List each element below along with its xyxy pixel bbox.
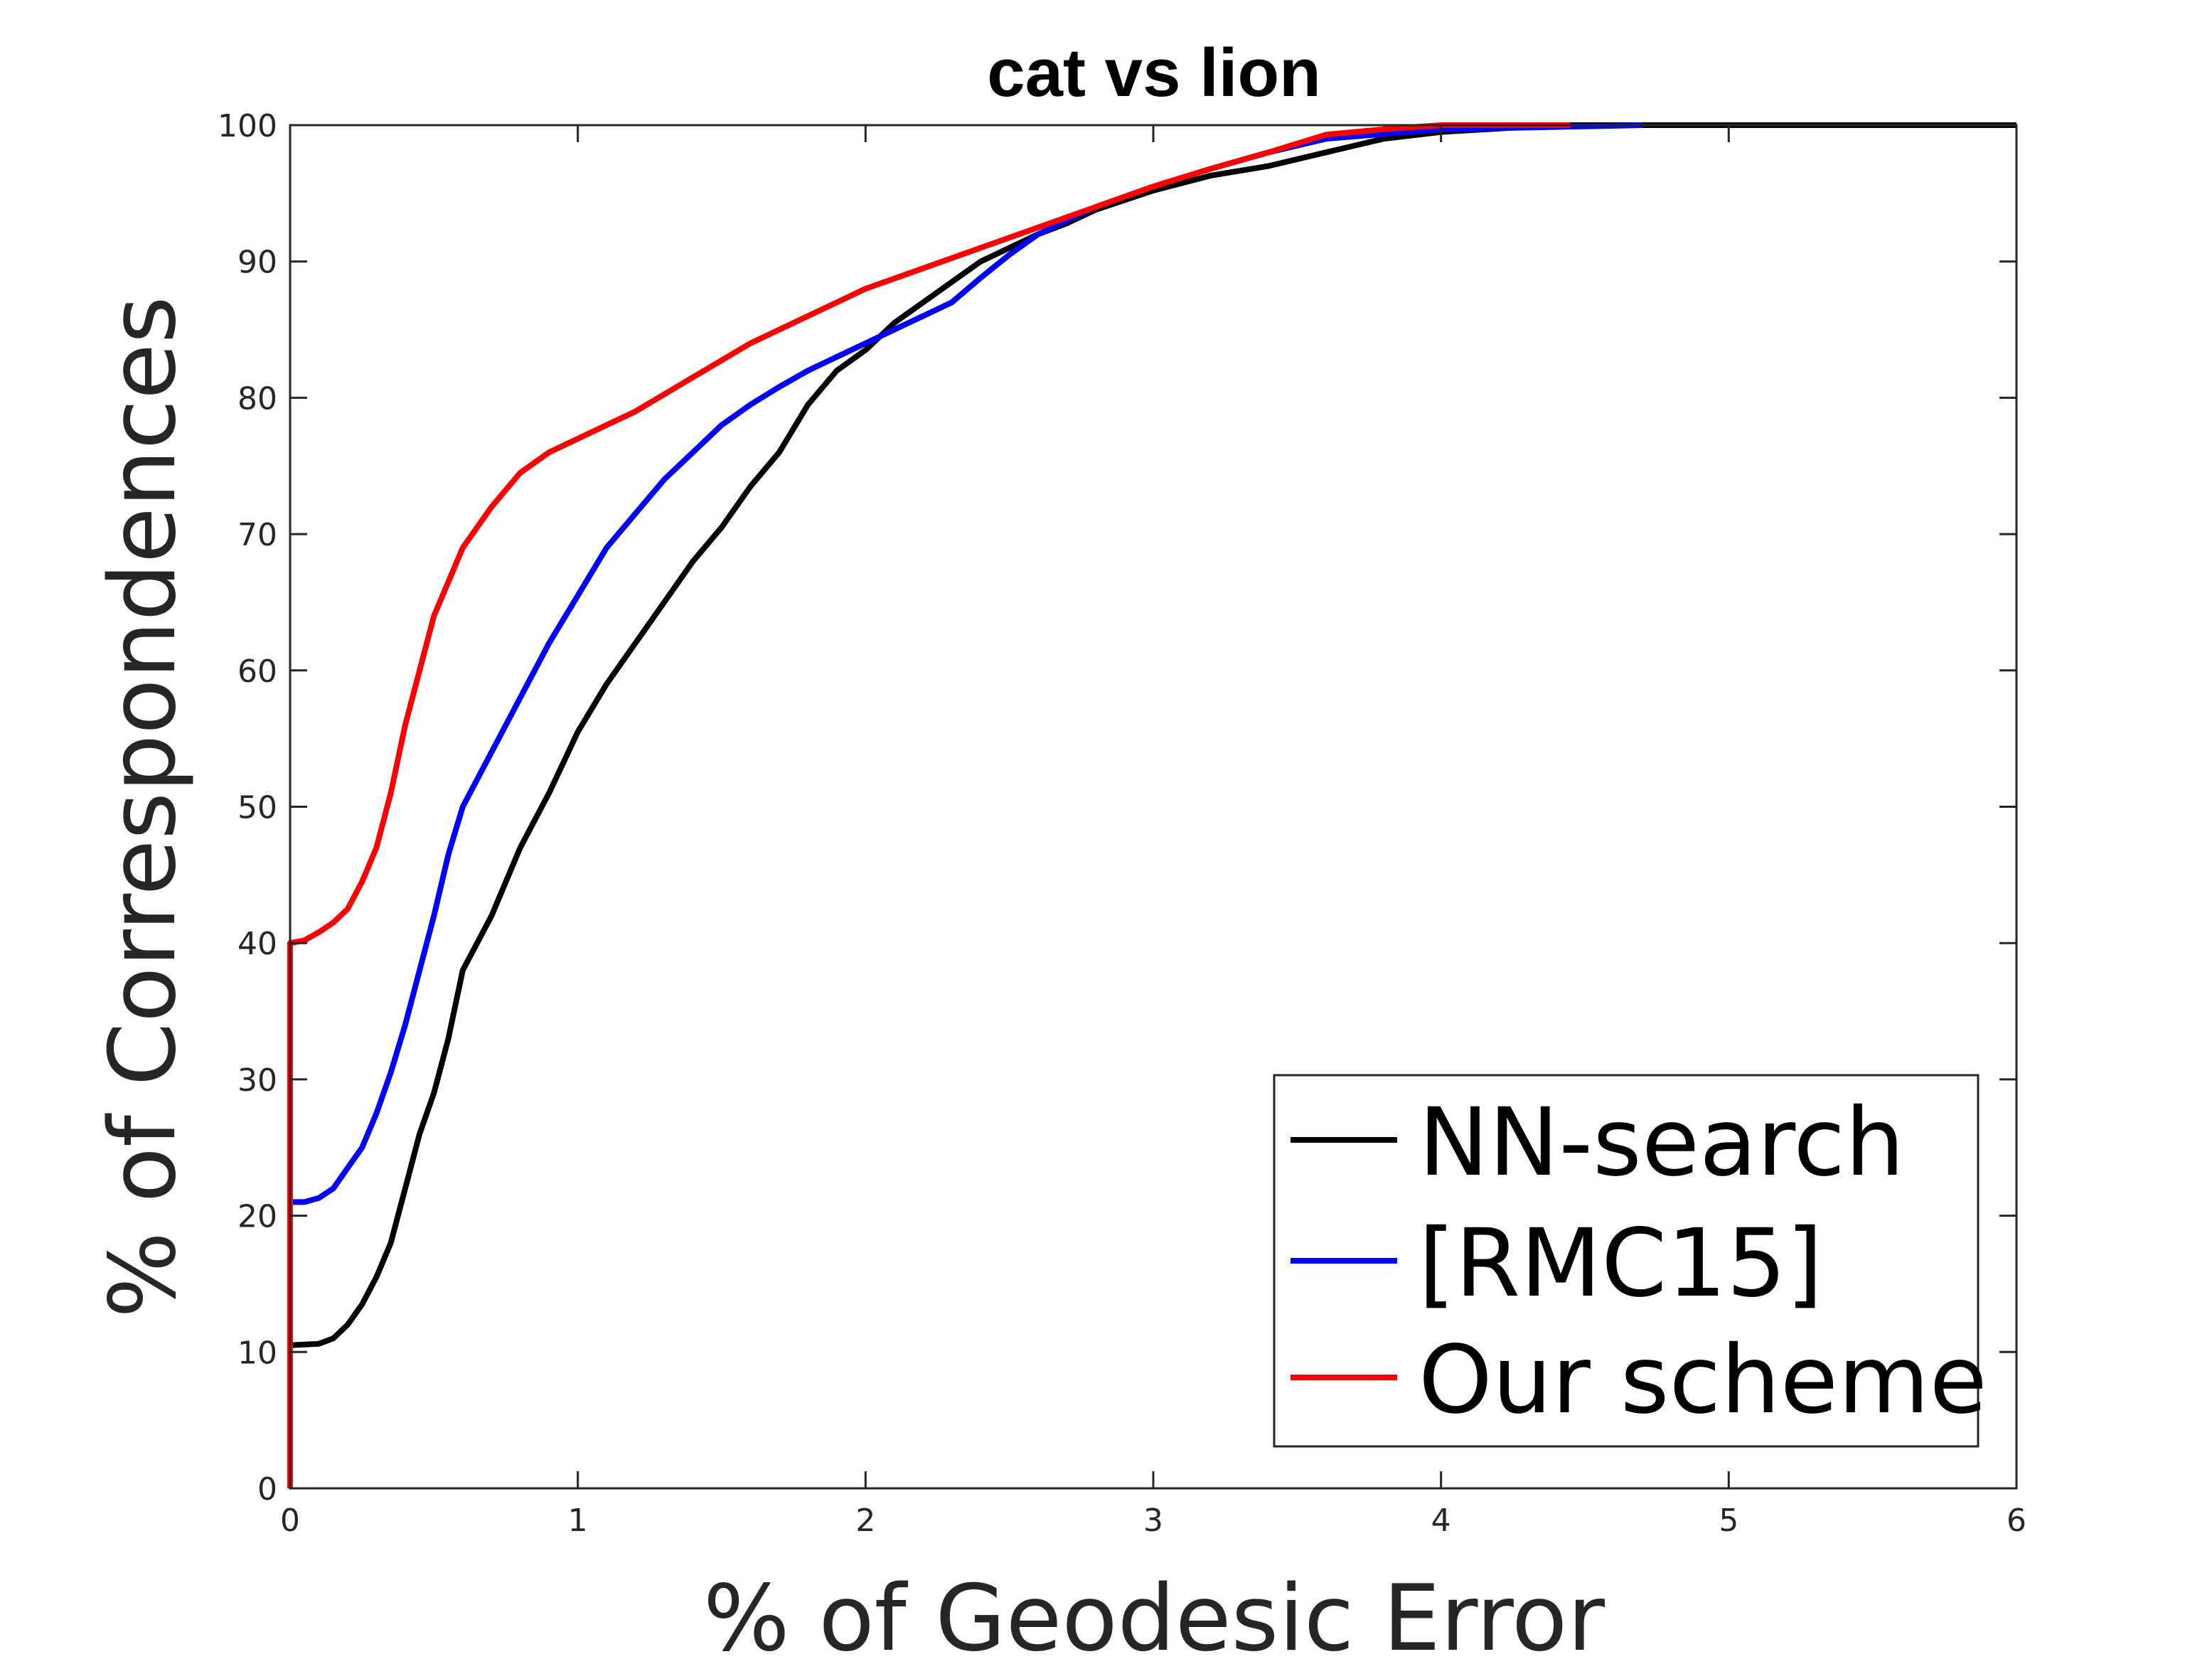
y-axis-label: % of Correspondences <box>90 296 196 1318</box>
y-tick-label: 100 <box>218 108 277 144</box>
series-line-2 <box>287 122 1571 1488</box>
y-tick-label: 30 <box>237 1062 277 1099</box>
legend-label-rmc15: [RMC15] <box>1418 1209 1823 1318</box>
y-axis-ticks: 0 10 20 30 40 50 60 70 80 90 100 <box>218 108 2016 1508</box>
y-tick-label: 40 <box>237 926 277 962</box>
y-tick-label: 80 <box>237 380 277 417</box>
series-layer <box>287 122 2016 1488</box>
x-tick-label: 3 <box>1143 1503 1163 1539</box>
y-tick-label: 10 <box>237 1335 277 1371</box>
x-axis-ticks: 0 1 2 3 4 5 6 <box>280 125 2026 1539</box>
x-axis-label: % of Geodesic Error <box>703 1566 1605 1659</box>
y-tick-label: 20 <box>237 1199 277 1235</box>
x-tick-label: 4 <box>1431 1503 1451 1539</box>
x-tick-label: 1 <box>568 1503 588 1539</box>
legend-label-nn-search: NN-search <box>1418 1088 1905 1197</box>
series-line-0 <box>287 122 2016 1488</box>
y-tick-label: 50 <box>237 790 277 826</box>
y-tick-label: 90 <box>237 245 277 281</box>
legend-label-our-scheme: Our scheme <box>1418 1325 1987 1435</box>
x-tick-label: 2 <box>855 1503 875 1539</box>
x-tick-label: 5 <box>1719 1503 1738 1539</box>
x-tick-label: 0 <box>280 1503 300 1539</box>
y-tick-label: 60 <box>237 654 277 690</box>
y-tick-label: 0 <box>257 1471 277 1508</box>
x-tick-label: 6 <box>2007 1503 2026 1539</box>
chart-title: cat vs lion <box>987 35 1321 111</box>
y-tick-label: 70 <box>237 517 277 553</box>
legend: NN-search [RMC15] Our scheme <box>1273 1074 1987 1448</box>
